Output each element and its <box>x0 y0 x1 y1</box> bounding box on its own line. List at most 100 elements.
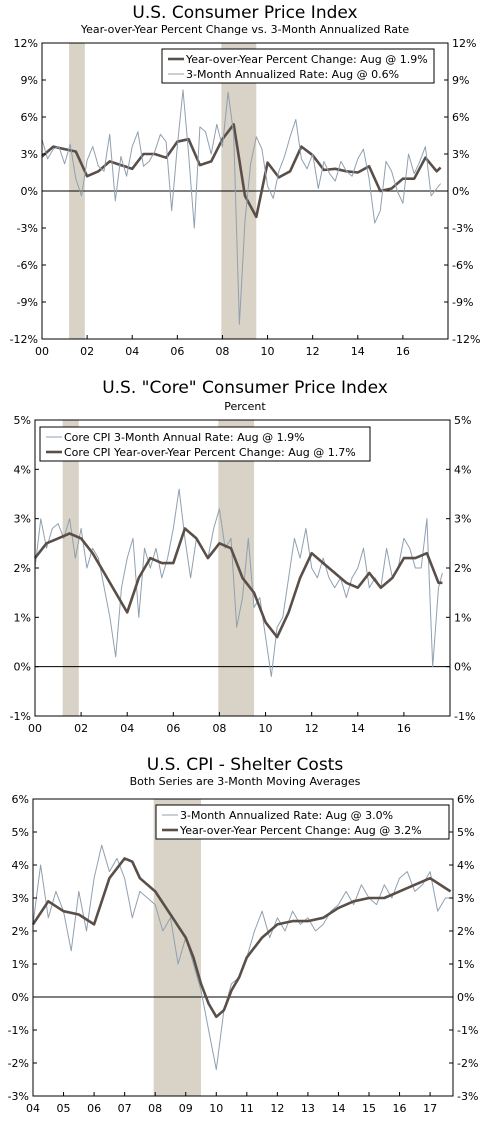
y-tick-label-right: 0% <box>452 185 469 198</box>
y-tick-label-right: 1% <box>457 958 474 971</box>
plot-frame <box>32 798 454 1097</box>
y-tick-label-right: -3% <box>452 222 473 235</box>
y-tick-label-left: -12% <box>10 333 38 346</box>
x-tick-label: 00 <box>28 722 42 735</box>
y-tick-label-right: -2% <box>457 1057 478 1070</box>
x-tick-label: 16 <box>393 1102 407 1115</box>
x-tick-label: 06 <box>87 1102 101 1115</box>
y-tick-label-right: -1% <box>454 710 475 723</box>
y-tick-label-left: -1% <box>8 1024 29 1037</box>
y-tick-label-left: 4% <box>14 463 31 476</box>
x-tick-label: 15 <box>362 1102 376 1115</box>
y-tick-label-right: 3% <box>457 892 474 905</box>
y-tick-label-left: 5% <box>12 826 29 839</box>
legend-entry: Core CPI Year-over-Year Percent Change: … <box>64 446 356 459</box>
y-tick-label-left: 1% <box>12 958 29 971</box>
y-tick-label-right: 5% <box>457 826 474 839</box>
y-tick-label-right: -6% <box>452 259 473 272</box>
y-tick-label-right: -12% <box>452 333 480 346</box>
y-tick-label-left: 4% <box>12 859 29 872</box>
y-tick-label-right: 0% <box>457 991 474 1004</box>
y-tick-label-right: 6% <box>452 111 469 124</box>
legend-box <box>39 426 371 462</box>
y-tick-label-left: 0% <box>21 185 38 198</box>
chart-core-cpi: -1% -1% 0% 0% 1% 1% 2% 2% 3% 3% 4% 4% 5% 5% 00 02 04 06 08… <box>10 414 476 735</box>
shaded-region <box>218 420 255 716</box>
y-tick-label-left: -1% <box>10 710 31 723</box>
legend-entry: Year-over-Year Percent Change: Aug @ 1.9… <box>185 53 428 66</box>
x-tick-label: 00 <box>35 345 49 358</box>
y-tick-label-right: -1% <box>457 1024 478 1037</box>
x-tick-label: 17 <box>423 1102 437 1115</box>
series-line <box>31 857 452 1019</box>
y-tick-label-left: 0% <box>12 991 29 1004</box>
chart-subtitle: Percent <box>224 400 266 413</box>
x-tick-label: 07 <box>118 1102 132 1115</box>
x-tick-label: 14 <box>351 345 365 358</box>
chart-panel-cpi: U.S. Consumer Price Index Year-over-Year… <box>0 0 490 365</box>
y-tick-label-left: -9% <box>17 296 38 309</box>
x-tick-label: 10 <box>209 1102 223 1115</box>
y-tick-label-right: 3% <box>454 513 471 526</box>
chart-panel-core-cpi: U.S. "Core" Consumer Price Index Percent <box>0 378 490 743</box>
legend-entry: 3-Month Annualized Rate: Aug @ 0.6% <box>186 68 399 81</box>
x-tick-label: 05 <box>57 1102 71 1115</box>
x-tick-label: 06 <box>166 722 180 735</box>
x-tick-label: 10 <box>259 722 273 735</box>
x-tick-label: 08 <box>212 722 226 735</box>
y-tick-label-left: 0% <box>14 661 31 674</box>
y-tick-label-left: -3% <box>17 222 38 235</box>
legend-box <box>155 804 450 840</box>
chart-subtitle: Both Series are 3-Month Moving Averages <box>129 775 361 788</box>
legend-entry: 3-Month Annualized Rate: Aug @ 3.0% <box>180 809 393 822</box>
y-tick-label-left: 6% <box>21 111 38 124</box>
y-tick-label-left: 1% <box>14 611 31 624</box>
chart-title: U.S. CPI - Shelter Costs <box>146 755 344 775</box>
x-tick-label: 16 <box>396 345 410 358</box>
x-tick-label: 08 <box>215 345 229 358</box>
y-tick-label-left: 6% <box>12 793 29 806</box>
y-tick-label-left: -3% <box>8 1090 29 1103</box>
x-tick-label: 02 <box>74 722 88 735</box>
y-tick-label-right: 0% <box>454 661 471 674</box>
x-tick-label: 14 <box>331 1102 345 1115</box>
x-tick-label: 02 <box>80 345 94 358</box>
x-tick-label: 16 <box>397 722 411 735</box>
y-tick-label-left: -2% <box>8 1057 29 1070</box>
y-tick-label-right: -9% <box>452 296 473 309</box>
y-tick-label-right: 12% <box>452 38 476 50</box>
chart-panel-shelter: U.S. CPI - Shelter Costs Both Series are… <box>0 752 490 1121</box>
chart-title: U.S. Consumer Price Index <box>132 3 358 23</box>
y-tick-label-right: 2% <box>457 925 474 938</box>
y-tick-label-left: 2% <box>12 925 29 938</box>
y-tick-label-right: 2% <box>454 562 471 575</box>
y-tick-label-left: 3% <box>12 892 29 905</box>
x-tick-label: 14 <box>351 722 365 735</box>
y-tick-label-right: 1% <box>454 611 471 624</box>
x-tick-label: 12 <box>306 345 320 358</box>
y-tick-label-right: 4% <box>454 463 471 476</box>
x-tick-label: 08 <box>148 1102 162 1115</box>
x-tick-label: 06 <box>170 345 184 358</box>
y-tick-label-right: 3% <box>452 148 469 161</box>
x-tick-label: 12 <box>270 1102 284 1115</box>
x-tick-label: 04 <box>120 722 134 735</box>
legend-entry: Core CPI 3-Month Annual Rate: Aug @ 1.9% <box>64 431 305 444</box>
chart-cpi: -12% -12% -9% -9% -6% -6% -3% -3% 0% 0% 3% 3% 6% 6% 9%… <box>10 38 481 358</box>
y-tick-label-left: 3% <box>21 148 38 161</box>
shaded-region <box>153 799 201 1096</box>
series-line <box>33 527 443 639</box>
chart-shelter: -3% -3% -2% -2% -1% -1% 0% 0% 1% 1% 2% 2% 3% 3% 4% 4% 5%… <box>8 793 479 1115</box>
x-tick-label: 13 <box>301 1102 315 1115</box>
x-tick-label: 04 <box>125 345 139 358</box>
y-tick-label-right: 4% <box>457 859 474 872</box>
chart-title: U.S. "Core" Consumer Price Index <box>102 378 388 398</box>
y-tick-label-left: -6% <box>17 259 38 272</box>
legend-box <box>161 48 435 84</box>
y-tick-label-left: 9% <box>21 74 38 87</box>
series-line <box>32 844 451 1071</box>
y-tick-label-right: 5% <box>454 414 471 427</box>
chart-subtitle: Year-over-Year Percent Change vs. 3-Mont… <box>80 23 410 36</box>
x-tick-label: 04 <box>26 1102 40 1115</box>
x-tick-label: 12 <box>305 722 319 735</box>
